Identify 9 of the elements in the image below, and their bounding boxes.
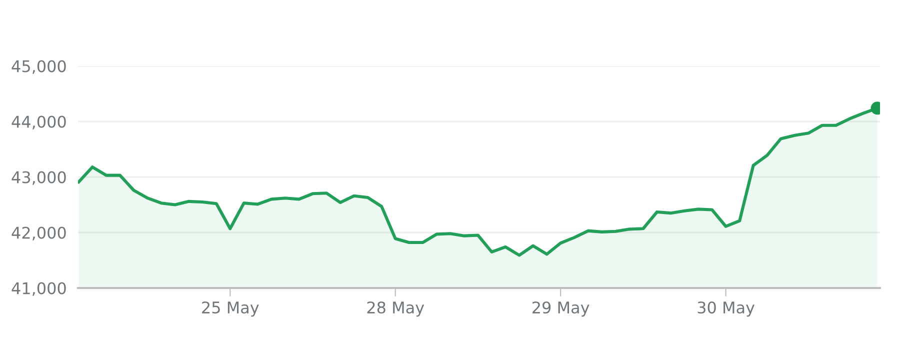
x-tick-label: 29 May xyxy=(532,301,590,317)
y-tick-label: 42,000 xyxy=(12,226,66,240)
y-tick-label: 41,000 xyxy=(12,282,66,296)
y-tick-label: 43,000 xyxy=(12,171,66,185)
x-tick-label: 30 May xyxy=(698,301,755,317)
x-tick-label: 28 May xyxy=(367,301,424,317)
y-tick-label: 44,000 xyxy=(12,116,66,130)
x-tick-label: 25 May xyxy=(202,301,259,317)
y-tick-label: 45,000 xyxy=(12,60,66,74)
